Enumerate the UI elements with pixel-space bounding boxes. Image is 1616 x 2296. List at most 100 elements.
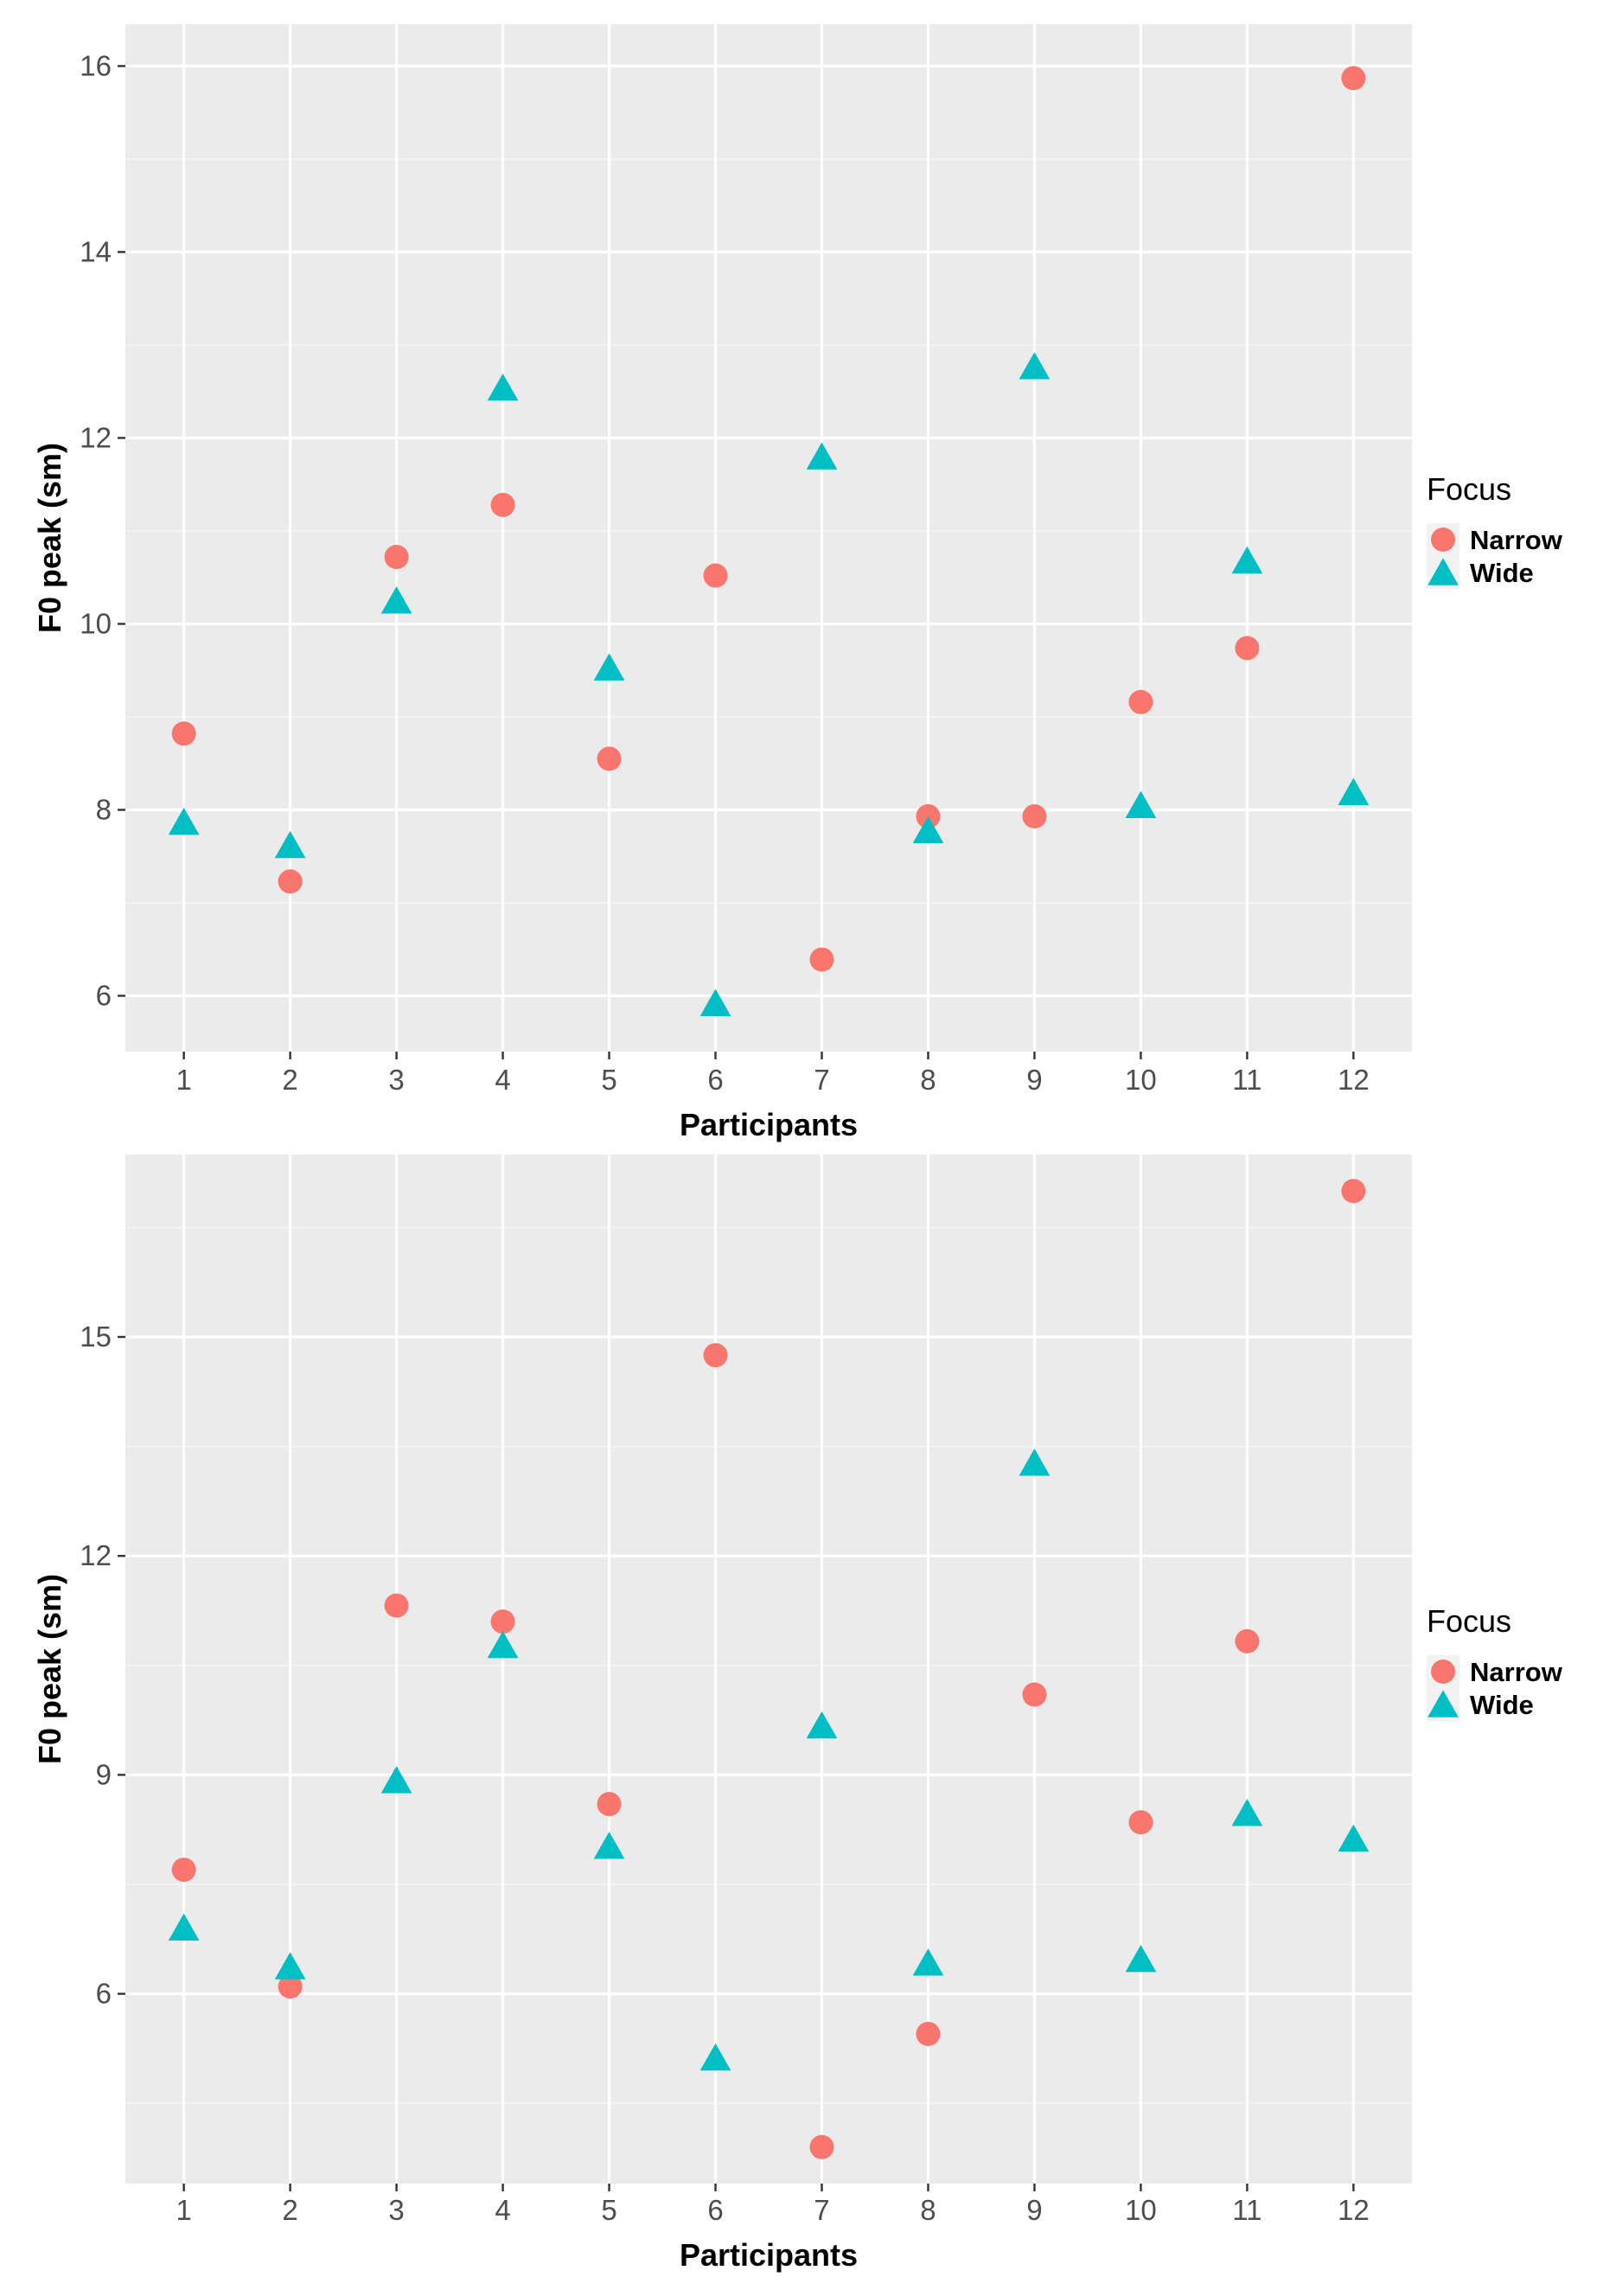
legend-label: Wide <box>1470 1690 1534 1720</box>
x-tick-label: 9 <box>1026 1064 1042 1096</box>
data-point-circle <box>1022 803 1047 828</box>
legend-key-triangle <box>1428 558 1459 585</box>
x-tick-label: 6 <box>707 1064 723 1096</box>
legend-key-triangle <box>1428 1690 1459 1717</box>
data-point-circle <box>384 1593 409 1618</box>
y-tick-label: 15 <box>80 1321 112 1353</box>
y-tick-label: 6 <box>96 979 112 1011</box>
x-tick-label: 4 <box>495 2194 510 2226</box>
x-tick-label: 5 <box>601 1064 616 1096</box>
data-point-triangle <box>806 1711 838 1739</box>
series-wide <box>168 1448 1370 2071</box>
plot-background <box>125 24 1412 1052</box>
x-tick-label: 10 <box>1125 1064 1157 1096</box>
data-point-circle <box>1235 1628 1260 1653</box>
data-point-triangle <box>1231 1799 1263 1826</box>
x-tick-label: 8 <box>920 1064 936 1096</box>
data-point-triangle <box>168 1913 200 1941</box>
y-tick-label: 12 <box>80 421 112 453</box>
data-point-triangle <box>487 373 519 401</box>
x-tick-label: 7 <box>814 1064 829 1096</box>
y-tick-label: 12 <box>80 1539 112 1571</box>
x-tick-label: 4 <box>495 1064 510 1096</box>
x-tick-label: 10 <box>1125 2194 1157 2226</box>
data-point-triangle <box>1125 1944 1157 1973</box>
data-point-triangle <box>274 1952 306 1979</box>
y-tick-label: 9 <box>96 1758 112 1790</box>
series-wide <box>168 352 1370 1016</box>
data-point-triangle <box>1338 777 1370 805</box>
x-tick-label: 11 <box>1232 1064 1262 1096</box>
x-tick-label: 12 <box>1338 2194 1370 2226</box>
x-tick-label: 11 <box>1232 2194 1262 2226</box>
data-point-triangle <box>1338 1824 1370 1852</box>
data-point-circle <box>597 1792 622 1817</box>
data-point-triangle <box>912 1948 944 1976</box>
data-point-triangle <box>593 1832 625 1859</box>
data-point-triangle <box>1019 352 1051 380</box>
legend-title: Focus <box>1427 1603 1511 1639</box>
data-point-triangle <box>1125 790 1157 818</box>
legend-key-circle <box>1431 1660 1455 1684</box>
x-tick-label: 9 <box>1026 2194 1042 2226</box>
y-axis-title: F0 peak (sm) <box>32 1574 67 1764</box>
x-axis-title: Participants <box>680 1107 858 1142</box>
y-axis-title: F0 peak (sm) <box>32 443 67 633</box>
data-point-triangle <box>274 830 306 859</box>
data-point-triangle <box>806 442 838 470</box>
x-tick-label: 2 <box>282 2194 297 2226</box>
data-point-circle <box>1022 1682 1047 1707</box>
data-point-triangle <box>487 1630 519 1659</box>
data-point-circle <box>809 947 834 972</box>
x-tick-label: 1 <box>176 1064 191 1096</box>
y-tick-label: 10 <box>80 607 112 639</box>
plot-background <box>125 1154 1412 2184</box>
data-point-triangle <box>168 807 200 835</box>
data-point-circle <box>703 563 728 588</box>
data-point-triangle <box>380 586 412 614</box>
y-tick-label: 6 <box>96 1978 112 2010</box>
data-point-circle <box>384 545 409 570</box>
data-point-triangle <box>1231 546 1263 574</box>
y-tick-label: 14 <box>80 235 112 267</box>
data-point-circle <box>490 492 515 517</box>
data-point-triangle <box>699 988 731 1016</box>
x-axis-title: Participants <box>680 2237 858 2273</box>
x-tick-label: 3 <box>388 2194 404 2226</box>
data-point-triangle <box>912 815 944 844</box>
data-point-triangle <box>380 1766 412 1794</box>
x-tick-label: 1 <box>176 2194 191 2226</box>
data-point-circle <box>1341 1179 1366 1204</box>
x-tick-label: 5 <box>601 2194 616 2226</box>
legend-label: Narrow <box>1470 1657 1563 1687</box>
data-point-circle <box>490 1609 515 1634</box>
y-tick-label: 8 <box>96 793 112 825</box>
data-point-triangle <box>593 653 625 681</box>
data-point-circle <box>278 869 303 894</box>
x-tick-label: 7 <box>814 2194 829 2226</box>
legend-label: Wide <box>1470 558 1534 588</box>
y-tick-label: 16 <box>80 49 112 81</box>
data-point-triangle <box>699 2043 731 2071</box>
data-point-circle <box>278 1974 303 1999</box>
x-tick-label: 12 <box>1338 1064 1370 1096</box>
data-point-circle <box>1235 636 1260 661</box>
x-tick-label: 2 <box>282 1064 297 1096</box>
data-point-triangle <box>1019 1448 1051 1476</box>
series-narrow <box>171 1179 1366 2159</box>
data-point-circle <box>597 746 622 771</box>
data-point-circle <box>1341 66 1366 91</box>
x-tick-label: 8 <box>920 2194 936 2226</box>
legend-title: Focus <box>1427 471 1511 507</box>
x-tick-label: 3 <box>388 1064 404 1096</box>
data-point-circle <box>916 2021 941 2046</box>
series-narrow <box>171 66 1366 972</box>
data-point-circle <box>1128 689 1153 714</box>
data-point-circle <box>171 1858 196 1883</box>
data-point-circle <box>1128 1810 1153 1835</box>
